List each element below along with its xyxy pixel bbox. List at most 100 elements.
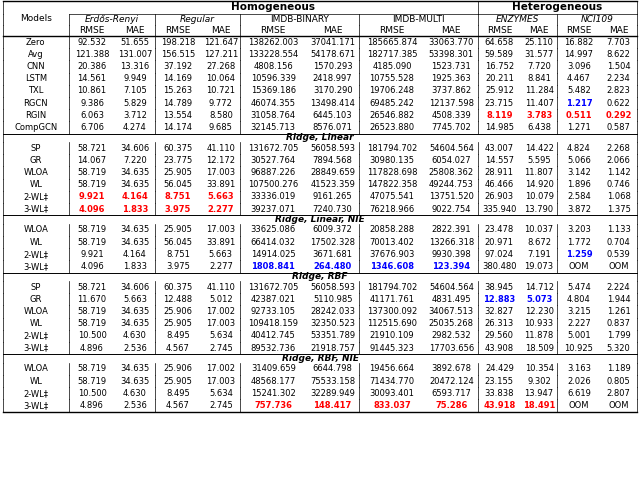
- Text: 17703.656: 17703.656: [429, 344, 474, 353]
- Text: 75533.158: 75533.158: [310, 377, 355, 386]
- Text: IMDB-MULTI: IMDB-MULTI: [392, 15, 445, 24]
- Text: 9022.754: 9022.754: [431, 205, 471, 214]
- Text: 4.896: 4.896: [80, 344, 104, 353]
- Text: 43.918: 43.918: [483, 401, 515, 410]
- Text: 8576.071: 8576.071: [313, 123, 353, 132]
- Text: 107500.276: 107500.276: [248, 181, 298, 189]
- Text: 2.823: 2.823: [607, 87, 630, 95]
- Text: 133228.554: 133228.554: [248, 50, 298, 59]
- Text: 0.704: 0.704: [607, 238, 630, 247]
- Text: 121.388: 121.388: [75, 50, 109, 59]
- Text: 20858.288: 20858.288: [369, 226, 415, 234]
- Text: 4831.495: 4831.495: [431, 295, 471, 304]
- Text: 833.037: 833.037: [373, 401, 411, 410]
- Text: ENZYMES: ENZYMES: [496, 15, 540, 24]
- Text: 12137.598: 12137.598: [429, 99, 474, 107]
- Text: 5.474: 5.474: [567, 283, 591, 292]
- Text: 147822.358: 147822.358: [367, 181, 417, 189]
- Text: 4.804: 4.804: [567, 295, 591, 304]
- Text: 12.488: 12.488: [163, 295, 193, 304]
- Text: 20472.124: 20472.124: [429, 377, 474, 386]
- Text: 43.908: 43.908: [484, 344, 514, 353]
- Text: 5.066: 5.066: [567, 156, 591, 165]
- Text: 46074.355: 46074.355: [251, 99, 296, 107]
- Text: 14.561: 14.561: [77, 74, 106, 83]
- Text: NCI109: NCI109: [580, 15, 614, 24]
- Text: CompGCN: CompGCN: [14, 123, 58, 132]
- Text: 71434.770: 71434.770: [369, 377, 415, 386]
- Text: 156.515: 156.515: [161, 50, 195, 59]
- Text: 53351.789: 53351.789: [310, 332, 355, 341]
- Text: 21918.757: 21918.757: [310, 344, 355, 353]
- Text: 757.736: 757.736: [254, 401, 292, 410]
- Text: 58.719: 58.719: [77, 377, 107, 386]
- Text: 58.719: 58.719: [77, 319, 107, 328]
- Text: 89532.736: 89532.736: [251, 344, 296, 353]
- Text: Homogeneous: Homogeneous: [231, 2, 316, 13]
- Text: 17.002: 17.002: [206, 307, 236, 316]
- Text: 32350.523: 32350.523: [310, 319, 355, 328]
- Text: SP: SP: [31, 144, 41, 152]
- Text: 0.511: 0.511: [566, 111, 592, 120]
- Text: 1.833: 1.833: [122, 205, 148, 214]
- Text: 3.142: 3.142: [567, 168, 591, 177]
- Text: 1.261: 1.261: [607, 307, 630, 316]
- Text: 43.007: 43.007: [484, 144, 514, 152]
- Text: 0.805: 0.805: [607, 377, 630, 386]
- Text: 11.407: 11.407: [525, 99, 554, 107]
- Text: 31.577: 31.577: [525, 50, 554, 59]
- Text: WLOA: WLOA: [24, 307, 48, 316]
- Text: 3-WL‡: 3-WL‡: [23, 205, 49, 214]
- Text: 14.997: 14.997: [564, 50, 593, 59]
- Text: Zero: Zero: [26, 38, 45, 46]
- Text: MAE: MAE: [125, 26, 145, 35]
- Text: 28242.033: 28242.033: [310, 307, 355, 316]
- Text: OOM: OOM: [609, 262, 629, 271]
- Text: 2.224: 2.224: [607, 283, 630, 292]
- Text: 26546.882: 26546.882: [369, 111, 415, 120]
- Text: 185665.874: 185665.874: [367, 38, 417, 46]
- Text: 1925.363: 1925.363: [431, 74, 471, 83]
- Text: 30527.764: 30527.764: [251, 156, 296, 165]
- Text: 34.635: 34.635: [120, 307, 150, 316]
- Text: 264.480: 264.480: [314, 262, 352, 271]
- Text: 6009.372: 6009.372: [313, 226, 353, 234]
- Text: 40412.745: 40412.745: [251, 332, 296, 341]
- Text: 29.560: 29.560: [485, 332, 514, 341]
- Text: 11.670: 11.670: [77, 295, 107, 304]
- Text: 1.189: 1.189: [607, 364, 630, 373]
- Text: 25.905: 25.905: [163, 168, 193, 177]
- Text: 10.925: 10.925: [564, 344, 593, 353]
- Text: 23.775: 23.775: [163, 156, 193, 165]
- Text: 58.719: 58.719: [77, 168, 107, 177]
- Text: 21910.109: 21910.109: [370, 332, 414, 341]
- Text: 34.606: 34.606: [120, 144, 150, 152]
- Text: 5.073: 5.073: [526, 295, 552, 304]
- Text: WL: WL: [29, 238, 42, 247]
- Text: 127.211: 127.211: [204, 50, 238, 59]
- Text: RMSE: RMSE: [566, 26, 591, 35]
- Text: 1570.293: 1570.293: [313, 62, 353, 71]
- Text: 2.536: 2.536: [123, 344, 147, 353]
- Text: 16.752: 16.752: [484, 62, 514, 71]
- Text: 123.394: 123.394: [432, 262, 470, 271]
- Text: 11.878: 11.878: [525, 332, 554, 341]
- Text: 70013.402: 70013.402: [369, 238, 415, 247]
- Text: 0.746: 0.746: [607, 181, 630, 189]
- Text: 10.037: 10.037: [525, 226, 554, 234]
- Text: 5.012: 5.012: [209, 295, 233, 304]
- Text: 27.268: 27.268: [206, 62, 236, 71]
- Text: WLOA: WLOA: [24, 226, 48, 234]
- Text: 2.234: 2.234: [607, 74, 630, 83]
- Text: 30093.401: 30093.401: [369, 389, 415, 398]
- Text: 8.495: 8.495: [166, 389, 190, 398]
- Text: 4.096: 4.096: [79, 205, 106, 214]
- Text: 14.920: 14.920: [525, 181, 554, 189]
- Text: 14.174: 14.174: [163, 123, 193, 132]
- Text: 8.672: 8.672: [527, 238, 551, 247]
- Text: 18.491: 18.491: [523, 401, 556, 410]
- Text: 33.891: 33.891: [206, 181, 236, 189]
- Text: 17.003: 17.003: [206, 377, 236, 386]
- Text: 1808.841: 1808.841: [252, 262, 295, 271]
- Text: 10.721: 10.721: [206, 87, 236, 95]
